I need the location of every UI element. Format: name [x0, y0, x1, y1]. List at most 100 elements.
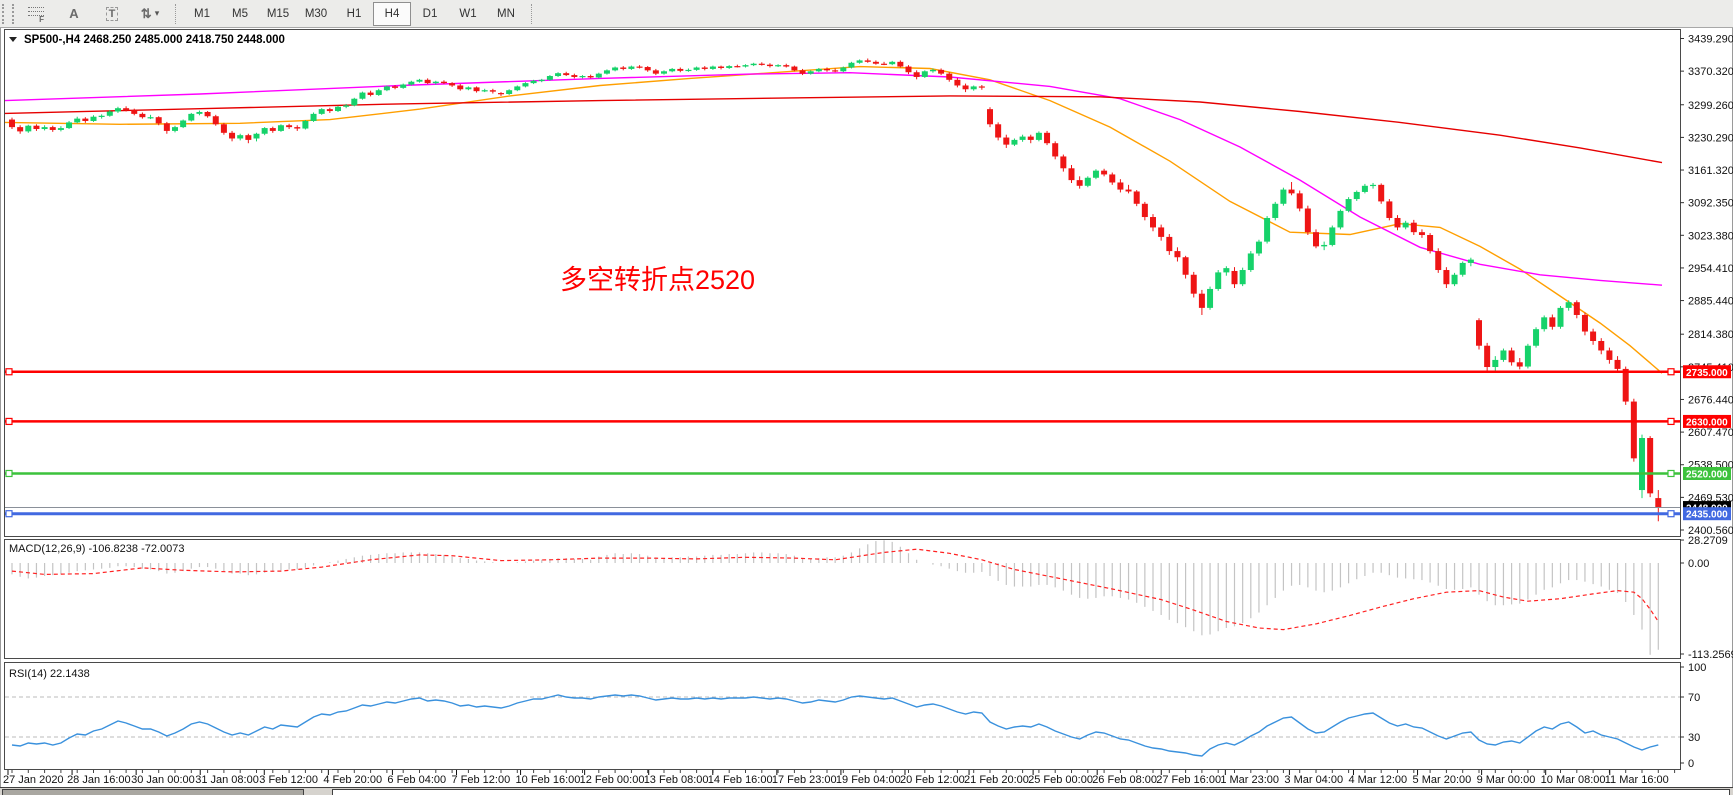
hline-handle[interactable] — [1667, 510, 1675, 518]
candle-body — [1125, 189, 1132, 192]
candle-body — [669, 68, 676, 72]
hline-handle[interactable] — [5, 469, 13, 478]
candle-body — [546, 76, 553, 80]
hline-handle[interactable] — [5, 368, 13, 376]
chevron-down-icon[interactable]: ▾ — [154, 8, 160, 18]
main-price-pane[interactable] — [4, 29, 1681, 537]
annotation-text[interactable]: 多空转折点2520 — [560, 265, 755, 295]
timeframe-button-d1[interactable]: D1 — [422, 7, 438, 20]
fibonacci-tool-button[interactable]: F — [17, 2, 55, 26]
toolbar-drag-handle[interactable] — [2, 3, 14, 24]
candle-body — [954, 79, 961, 86]
candle-body — [465, 87, 472, 90]
candle-body — [424, 79, 431, 84]
bottom-panel-left[interactable] — [2, 789, 304, 795]
candle-body — [620, 67, 627, 69]
candle-body — [1255, 241, 1262, 254]
timeframe-button-h1[interactable]: H1 — [346, 7, 362, 20]
date-label: 17 Feb 23:00 — [772, 774, 837, 786]
chart-title-expander-icon[interactable] — [9, 37, 17, 42]
hline-handle[interactable] — [1667, 368, 1675, 376]
candle-body — [1011, 139, 1018, 145]
bottom-panel-right[interactable] — [332, 789, 1730, 795]
candle-body — [1565, 302, 1572, 308]
candle-body — [938, 69, 945, 74]
candle-body — [147, 117, 154, 119]
candle-body — [302, 120, 309, 129]
price-tick-label: 2885.440 — [1688, 296, 1733, 308]
price-tick-label: 3023.380 — [1688, 230, 1733, 242]
candle-body — [840, 67, 847, 72]
candle-body — [196, 111, 203, 114]
candle-body — [310, 113, 317, 121]
text-tool-button[interactable]: A — [55, 2, 93, 26]
candle-body — [612, 67, 619, 71]
price-tick-label: 2954.410 — [1688, 263, 1733, 275]
candle-body — [1549, 317, 1556, 327]
ma-slow-red — [4, 95, 1663, 164]
candle-body — [1313, 232, 1319, 247]
hline-handle[interactable] — [1667, 469, 1675, 478]
candle-body — [1402, 222, 1409, 228]
date-label: 25 Feb 00:00 — [1028, 774, 1093, 786]
candle-body — [326, 109, 333, 112]
candle-body — [220, 124, 227, 133]
hline-2435[interactable]: 2435.000 — [5, 507, 1731, 521]
text-label-tool-button[interactable]: T — [93, 2, 131, 26]
date-label: 20 Feb 12:00 — [900, 774, 965, 786]
candle-body — [131, 110, 138, 114]
chart-title: SP500-,H4 2468.250 2485.000 2418.750 244… — [24, 34, 285, 46]
candle-body — [123, 108, 130, 111]
candle-body — [1345, 199, 1352, 211]
candle-body — [1003, 137, 1010, 145]
hline-handle[interactable] — [1667, 417, 1675, 426]
candle-body — [1541, 317, 1548, 330]
date-label: 10 Feb 16:00 — [516, 774, 581, 786]
timeframe-button-m1[interactable]: M1 — [194, 7, 210, 20]
price-badge — [1683, 365, 1731, 379]
rsi-pane[interactable] — [4, 662, 1681, 770]
candle-body — [106, 111, 113, 116]
hline-2630[interactable]: 2630.000 — [5, 414, 1731, 429]
hline-2520[interactable]: 2520.000 — [5, 466, 1731, 481]
candle-body — [1418, 232, 1425, 236]
timeframe-button-h4[interactable]: H4 — [373, 1, 411, 26]
candle-body — [318, 109, 325, 114]
candle-body — [1231, 270, 1238, 285]
candle-body — [1533, 329, 1540, 346]
price-tick-label: 3161.320 — [1688, 165, 1733, 177]
hline-handle[interactable] — [5, 510, 13, 518]
date-label: 6 Feb 04:00 — [387, 774, 446, 786]
timeframe-button-m30[interactable]: M30 — [304, 7, 328, 20]
candle-body — [799, 70, 806, 74]
arrows-tool-button[interactable]: ⇅ ▾ — [131, 2, 169, 26]
timeframe-button-mn[interactable]: MN — [497, 7, 515, 20]
candle-body — [1141, 203, 1148, 218]
candle-body — [1158, 227, 1165, 237]
price-tick-label: 3439.290 — [1688, 34, 1733, 46]
candle-body — [155, 117, 162, 124]
candle-body — [718, 66, 725, 68]
timeframe-button-w1[interactable]: W1 — [459, 7, 477, 20]
date-label: 30 Jan 00:00 — [131, 774, 195, 786]
candle-body — [677, 68, 684, 71]
timeframe-button-m5[interactable]: M5 — [232, 7, 248, 20]
macd-pane[interactable] — [4, 539, 1681, 659]
candle-body — [995, 124, 1002, 138]
candle-body — [237, 135, 244, 139]
date-label: 3 Feb 12:00 — [259, 774, 318, 786]
candle-body — [775, 65, 782, 67]
candle-body — [1573, 302, 1580, 315]
price-axis: 3439.290 3370.320 3299.260 3230.290 3161.320… — [1680, 34, 1733, 537]
candle-body — [742, 65, 749, 67]
date-label: 27 Feb 16:00 — [1156, 774, 1221, 786]
hline-handle[interactable] — [5, 417, 13, 426]
date-label: 11 Mar 16:00 — [1605, 774, 1669, 786]
candle-body — [1443, 270, 1450, 285]
candle-body — [229, 132, 236, 139]
candle-body — [595, 73, 602, 78]
timeframe-button-m15[interactable]: M15 — [266, 7, 290, 20]
hline-2735[interactable]: 2735.000 — [5, 365, 1731, 379]
